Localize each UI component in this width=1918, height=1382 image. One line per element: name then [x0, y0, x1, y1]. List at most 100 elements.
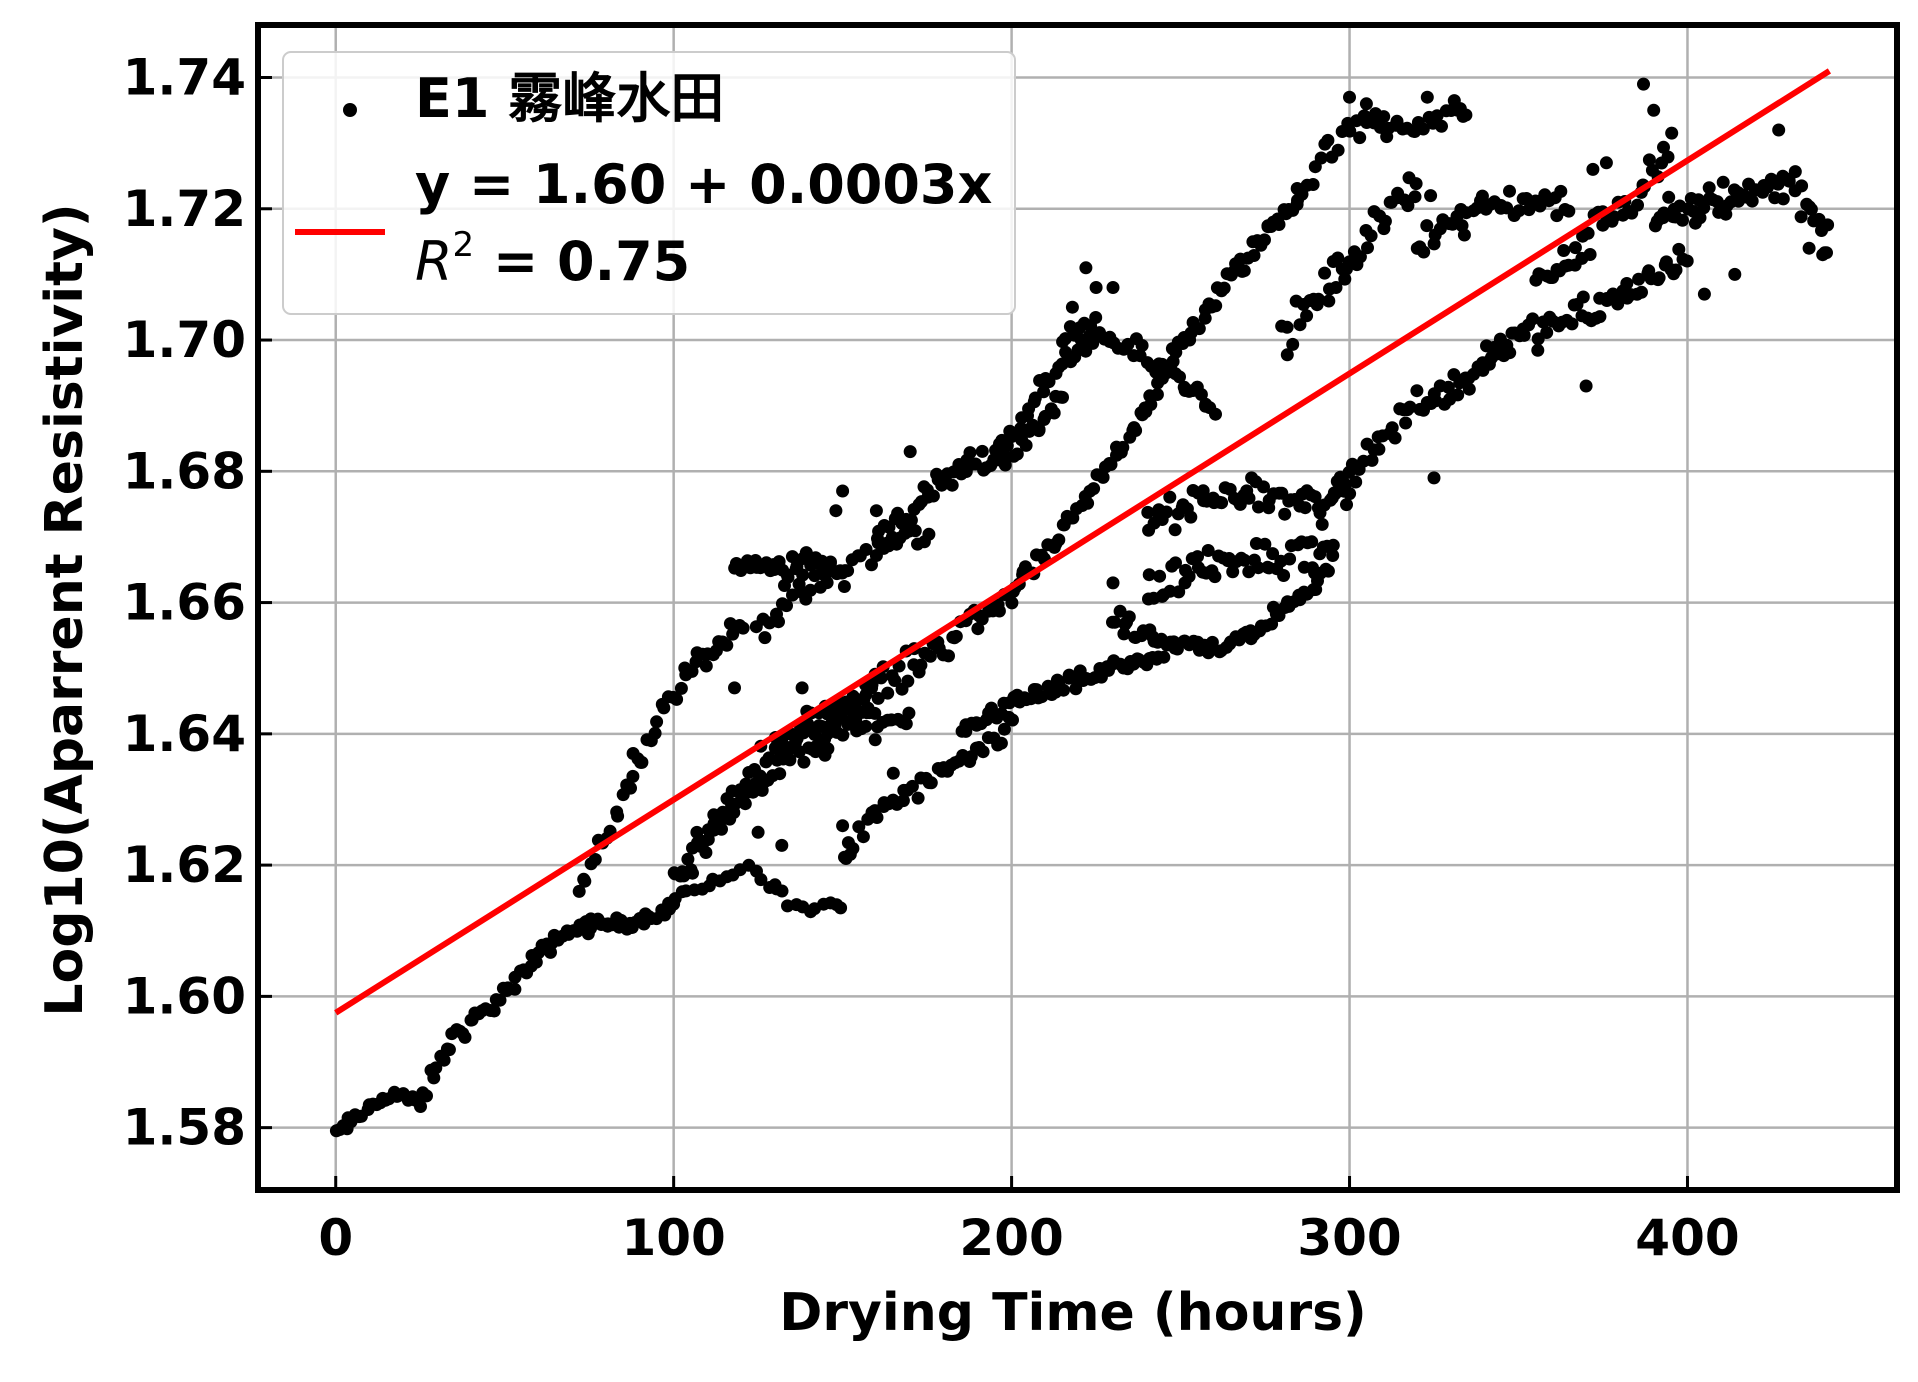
data-point — [1365, 453, 1379, 467]
legend-fit-equation: y = 1.60 + 0.0003x — [415, 153, 993, 216]
data-point — [755, 783, 769, 797]
data-point — [1579, 379, 1593, 393]
data-point — [1135, 339, 1149, 352]
data-point — [1173, 370, 1186, 384]
data-point — [1293, 318, 1307, 332]
data-point — [1005, 596, 1019, 610]
data-point — [1192, 322, 1206, 336]
data-point — [797, 755, 811, 769]
legend-scatter-marker — [343, 103, 357, 117]
data-point — [1315, 517, 1329, 531]
data-point — [1635, 285, 1648, 299]
data-point — [1632, 272, 1646, 286]
legend-r2-exponent: 2 — [453, 225, 475, 265]
data-point — [1129, 424, 1143, 437]
legend-scatter-label: E1 霧峰水田 — [415, 67, 724, 130]
data-point — [1280, 348, 1294, 362]
data-point — [720, 638, 734, 652]
data-point — [869, 504, 883, 518]
data-point — [1081, 496, 1095, 510]
data-point — [1257, 480, 1270, 494]
data-point — [1208, 570, 1222, 584]
data-point — [1480, 339, 1493, 353]
data-point — [487, 1004, 501, 1018]
data-point — [681, 852, 695, 866]
data-point — [1377, 110, 1391, 124]
data-point — [1745, 194, 1759, 208]
data-point — [971, 622, 985, 636]
data-point — [904, 513, 918, 527]
data-point — [1209, 407, 1222, 421]
data-point — [1019, 438, 1033, 452]
x-axis-title: Drying Time (hours) — [779, 1283, 1367, 1343]
data-point — [803, 583, 817, 597]
data-point — [1283, 552, 1297, 566]
data-point — [754, 873, 768, 887]
y-tick-label: 1.58 — [123, 1099, 246, 1157]
data-point — [846, 842, 860, 855]
data-point — [1417, 245, 1431, 259]
data-point — [837, 580, 851, 593]
data-point — [1416, 122, 1430, 136]
y-axis-title: Log10(Aparrent Resistivity) — [35, 203, 95, 1016]
data-point — [1475, 189, 1489, 203]
y-tick-label: 1.72 — [123, 180, 246, 238]
data-point — [896, 794, 910, 808]
data-point — [785, 550, 799, 564]
data-point — [839, 852, 853, 865]
data-point — [1089, 281, 1103, 294]
data-point — [1427, 471, 1441, 485]
data-point — [650, 715, 664, 729]
data-point — [949, 629, 963, 643]
data-point — [1816, 248, 1830, 262]
data-point — [1238, 553, 1251, 567]
data-point — [1364, 229, 1378, 243]
data-point — [1108, 615, 1122, 629]
data-point — [1298, 501, 1312, 515]
data-point — [1087, 482, 1101, 496]
data-point — [1169, 345, 1183, 359]
data-point — [635, 755, 649, 769]
data-point — [1205, 635, 1219, 649]
data-point — [911, 791, 925, 805]
data-point — [1583, 248, 1597, 261]
data-point — [1142, 568, 1156, 582]
y-tick-label: 1.66 — [123, 574, 246, 632]
data-point — [1209, 299, 1223, 313]
x-tick-label: 100 — [621, 1209, 725, 1267]
data-point — [1258, 537, 1272, 551]
data-point — [1562, 204, 1576, 218]
data-point — [992, 604, 1006, 618]
data-point — [1057, 683, 1070, 697]
data-point — [1191, 550, 1204, 564]
data-point — [1661, 150, 1675, 164]
data-point — [1388, 431, 1402, 445]
data-point — [1409, 177, 1423, 191]
data-point — [1631, 198, 1644, 212]
data-point — [1526, 312, 1540, 326]
data-point — [786, 588, 799, 602]
data-point — [1620, 277, 1634, 290]
data-point — [1420, 90, 1434, 104]
data-point — [905, 779, 919, 793]
data-point — [1096, 470, 1110, 484]
data-point — [588, 853, 602, 866]
data-point — [1385, 421, 1399, 435]
data-point — [584, 921, 598, 935]
data-point — [1338, 272, 1352, 286]
data-point — [945, 478, 959, 492]
data-point — [1435, 119, 1448, 133]
data-point — [1032, 424, 1046, 438]
data-point — [420, 1089, 433, 1103]
data-point — [1006, 713, 1019, 727]
data-point — [1157, 650, 1171, 664]
data-point — [1035, 690, 1049, 704]
data-point — [1163, 490, 1177, 504]
data-point — [1266, 547, 1280, 561]
data-point — [1065, 300, 1079, 314]
data-point — [758, 631, 772, 645]
data-point — [795, 681, 809, 695]
data-point — [1642, 153, 1656, 167]
data-point — [1359, 97, 1373, 111]
